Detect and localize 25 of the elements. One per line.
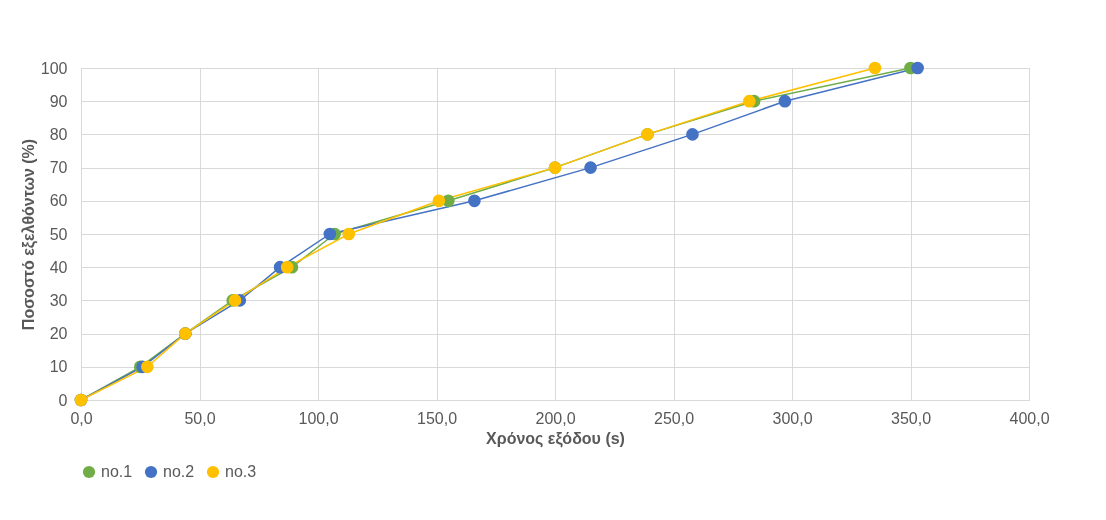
legend-label: no.1 xyxy=(101,463,133,480)
y-tick-label: 30 xyxy=(49,291,68,309)
legend-label: no.3 xyxy=(225,463,257,480)
y-tick-label: 20 xyxy=(49,325,68,343)
x-tick-label: 0,0 xyxy=(70,409,93,427)
x-tick-label: 150,0 xyxy=(416,409,458,427)
x-tick-label: 100,0 xyxy=(298,409,339,427)
x-axis-title: Χρόνος εξόδου (s) xyxy=(486,429,625,448)
y-tick-label: 70 xyxy=(49,159,68,177)
y-axis-title: Ποσοστό εξελθόντων (%) xyxy=(19,138,38,331)
x-tick-label: 350,0 xyxy=(890,409,932,427)
y-tick-label: 50 xyxy=(49,225,68,243)
y-tick-label: 60 xyxy=(49,192,68,210)
y-tick-label: 80 xyxy=(49,125,68,143)
y-tick-label: 90 xyxy=(49,92,68,110)
legend-label: no.2 xyxy=(163,463,195,480)
y-tick-label: 10 xyxy=(49,358,68,376)
y-tick-label: 40 xyxy=(49,258,68,276)
y-tick-label: 100 xyxy=(40,59,68,77)
x-tick-label: 400,0 xyxy=(1009,409,1050,427)
x-tick-label: 250,0 xyxy=(653,409,695,427)
y-tick-label: 0 xyxy=(58,391,68,409)
x-tick-label: 200,0 xyxy=(535,409,576,427)
x-tick-label: 50,0 xyxy=(184,409,216,427)
x-tick-label: 300,0 xyxy=(772,409,813,427)
